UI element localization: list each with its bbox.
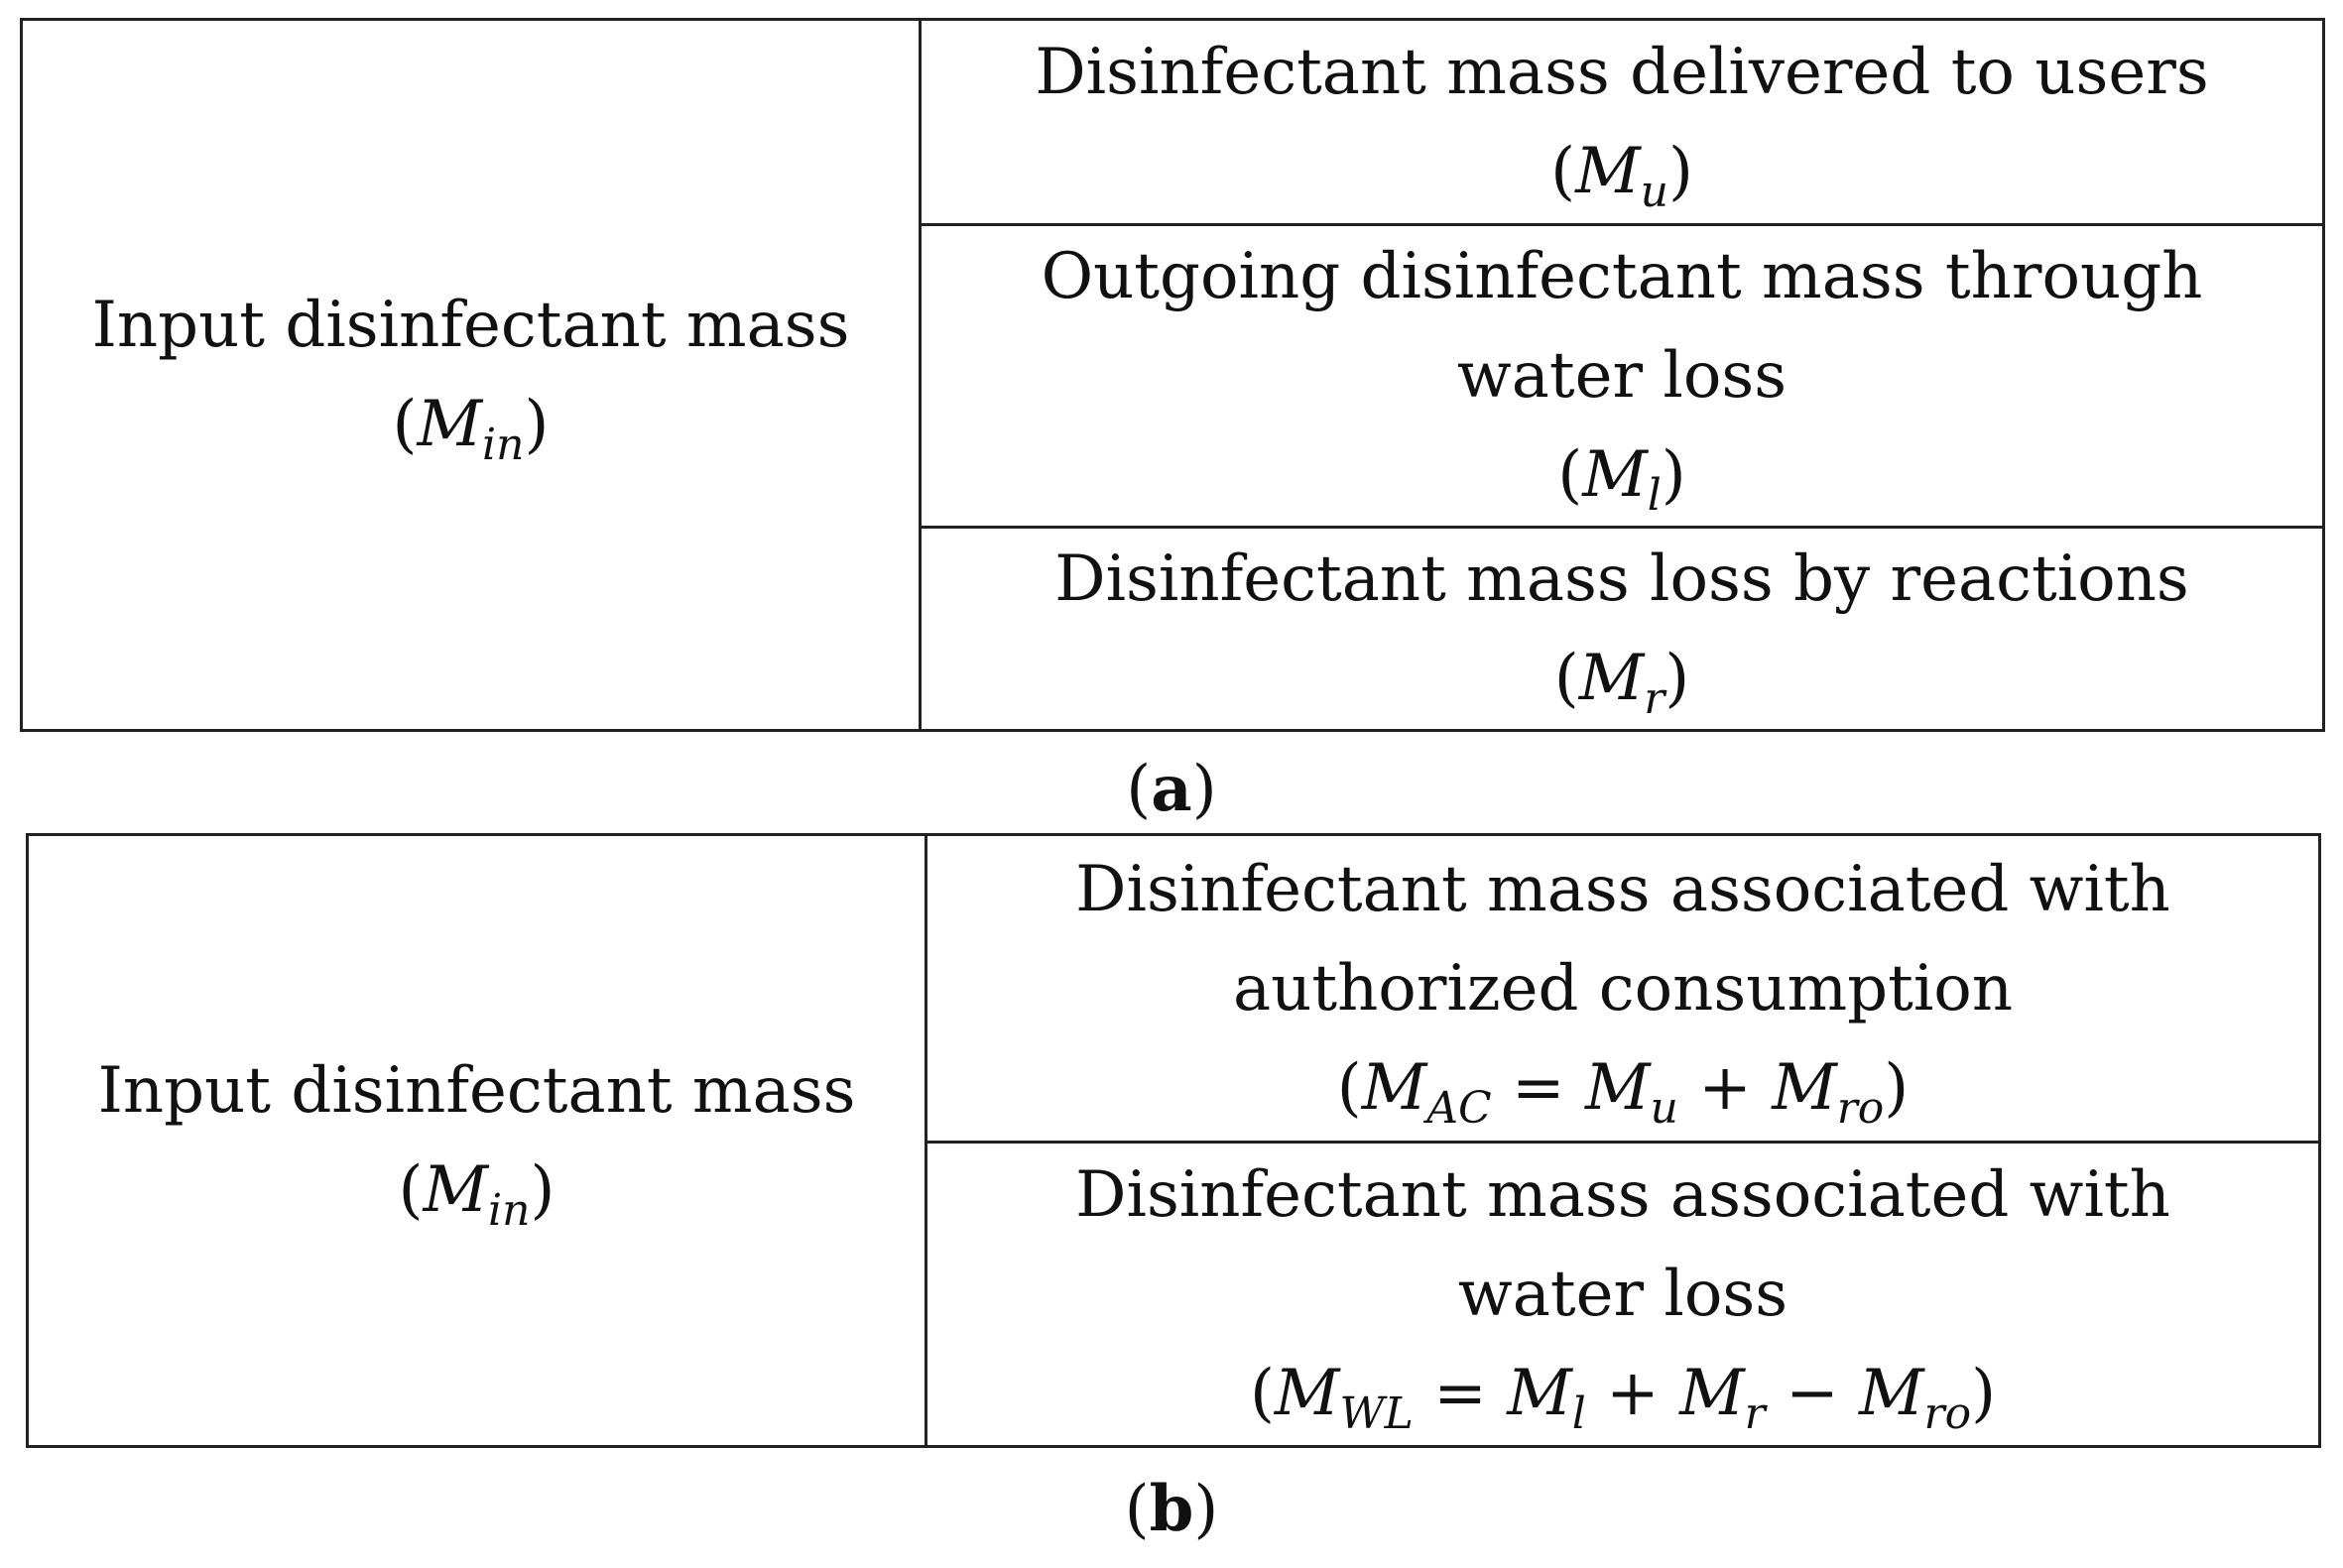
- panel-a-water-loss-formula: (Ml): [1557, 438, 1686, 521]
- panel-b-water-loss-cell: Disinfectant mass associated with water …: [927, 1144, 2318, 1445]
- panel-a-input-formula: (Min): [392, 388, 550, 470]
- panel-b-output-column: Disinfectant mass associated with author…: [927, 836, 2318, 1445]
- panel-b-authorized-label-2: authorized consumption: [1232, 951, 2014, 1025]
- panel-a-reactions-formula: (Mr): [1553, 642, 1690, 724]
- panel-a-table: Input disinfectant mass (Min) Disinfecta…: [20, 18, 2325, 732]
- panel-a-water-loss-label-2: water loss: [1456, 339, 1788, 413]
- panel-b-input-label: Input disinfectant mass: [97, 1054, 856, 1128]
- panel-b-input-cell: Input disinfectant mass (Min): [29, 836, 927, 1445]
- panel-b-authorized-label-1: Disinfectant mass associated with: [1075, 852, 2170, 926]
- panel-a-input-label: Input disinfectant mass: [91, 289, 850, 362]
- panel-b-authorized-formula: (MAC = Mu + Mro): [1336, 1050, 1910, 1134]
- panel-b-water-loss-formula: (MWL = Ml + Mr − Mro): [1249, 1357, 1997, 1439]
- panel-a-input-cell: Input disinfectant mass (Min): [23, 21, 922, 729]
- panel-b-table: Input disinfectant mass (Min) Disinfecta…: [26, 833, 2321, 1448]
- panel-a-delivered-cell: Disinfectant mass delivered to users (Mu…: [922, 21, 2322, 226]
- panel-a-water-loss-cell: Outgoing disinfectant mass through water…: [922, 226, 2322, 529]
- panel-b-authorized-cell: Disinfectant mass associated with author…: [927, 836, 2318, 1144]
- panel-a-reactions-label: Disinfectant mass loss by reactions: [1054, 543, 2189, 616]
- panel-b-input-formula: (Min): [398, 1153, 555, 1236]
- panel-a-reactions-cell: Disinfectant mass loss by reactions (Mr): [922, 529, 2322, 729]
- panel-a-water-loss-label-1: Outgoing disinfectant mass through: [1041, 240, 2203, 313]
- panel-a-output-column: Disinfectant mass delivered to users (Mu…: [922, 21, 2322, 729]
- panel-b-caption: (b): [1124, 1472, 1219, 1546]
- panel-a-delivered-label: Disinfectant mass delivered to users: [1035, 36, 2209, 109]
- panel-a-caption: (a): [1126, 752, 1217, 826]
- panel-a-delivered-formula: (Mu): [1550, 135, 1693, 217]
- panel-b-water-loss-label-2: water loss: [1457, 1258, 1788, 1331]
- panel-b-water-loss-label-1: Disinfectant mass associated with: [1075, 1158, 2170, 1232]
